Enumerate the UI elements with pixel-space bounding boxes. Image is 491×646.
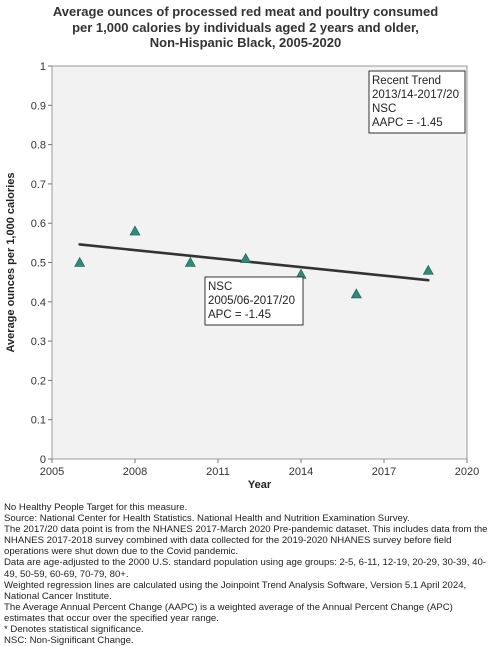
data-point: [422, 264, 434, 275]
x-tick-label: 2020: [455, 466, 479, 478]
annotations: Recent Trend 2013/14-2017/20 NSC AAPC = -1.…: [204, 70, 466, 326]
annotation-line: NSC: [208, 281, 232, 293]
footnote: Weighted regression lines are calculated…: [4, 579, 467, 602]
chart-svg: 0 0.1 0.2 0.3 0.4 0.5 0.6 0.7 0.8 0.9 1 2005 2008 201…: [5, 61, 480, 491]
y-tick-label: 0.7: [31, 179, 46, 191]
footnote: * Denotes statistical significance.: [4, 624, 144, 636]
y-tick-label: 0.6: [31, 218, 46, 230]
footnote: The Average Annual Percent Change (AAPC)…: [4, 601, 453, 624]
x-tick-label: 2017: [372, 466, 396, 478]
x-axis-label: Year: [248, 479, 272, 491]
chart-title-line: Average ounces of processed red meat and…: [52, 4, 439, 19]
annotation-line: Recent Trend: [372, 75, 441, 87]
footnote: NSC: Non-Significant Change.: [4, 635, 134, 646]
chart-title-line: Non-Hispanic Black, 2005-2020: [149, 35, 342, 50]
data-point: [129, 225, 141, 236]
chart-title: Average ounces of processed red meat and…: [0, 4, 491, 51]
data-point: [184, 256, 196, 267]
y-tick-label: 0: [40, 454, 46, 466]
y-tick-label: 0.4: [31, 297, 46, 309]
x-tick-label: 2014: [289, 466, 313, 478]
y-tick-label: 0.5: [31, 258, 46, 270]
y-tick-label: 0.8: [31, 140, 46, 152]
data-point: [74, 256, 86, 267]
trend-line: [78, 243, 430, 282]
footnote: The 2017/20 data point is from the NHANE…: [4, 524, 488, 558]
y-tick-label: 0.2: [31, 375, 46, 387]
annotation-line: 2005/06-2017/20: [208, 295, 295, 307]
x-tick-label: 2011: [206, 466, 230, 478]
annotation-line: APC = -1.45: [208, 309, 271, 321]
annotation-line: AAPC = -1.45: [372, 117, 443, 129]
y-tick-label: 1: [40, 61, 46, 73]
footnote: Source: National Center for Health Stati…: [4, 513, 410, 525]
y-axis-label: Average ounces per 1,000 calories: [5, 173, 17, 353]
x-tick-label: 2005: [40, 466, 64, 478]
footnote: Data are age-adjusted to the 2000 U.S. s…: [4, 557, 486, 580]
trend-layer: [78, 243, 430, 282]
annotation-box: [368, 70, 466, 134]
y-tick-label: 0.9: [31, 100, 46, 112]
annotation-line: NSC: [372, 103, 396, 115]
x-tick-label: 2008: [123, 466, 147, 478]
data-point: [240, 252, 252, 263]
annotation-box: [204, 276, 304, 326]
annotation-line: 2013/14-2017/20: [372, 89, 459, 101]
axes: 0 0.1 0.2 0.3 0.4 0.5 0.6 0.7 0.8 0.9 1 2005 2008 201…: [31, 61, 480, 478]
points-layer: [74, 225, 434, 299]
data-point: [350, 288, 362, 299]
footnote: No Healthy People Target for this measur…: [4, 502, 188, 513]
chart-title-line: per 1,000 calories by individuals aged 2…: [72, 19, 419, 35]
y-tick-label: 0.1: [31, 415, 46, 427]
footnotes: No Healthy People Target for this measur…: [4, 502, 488, 646]
y-tick-label: 0.3: [31, 336, 46, 348]
